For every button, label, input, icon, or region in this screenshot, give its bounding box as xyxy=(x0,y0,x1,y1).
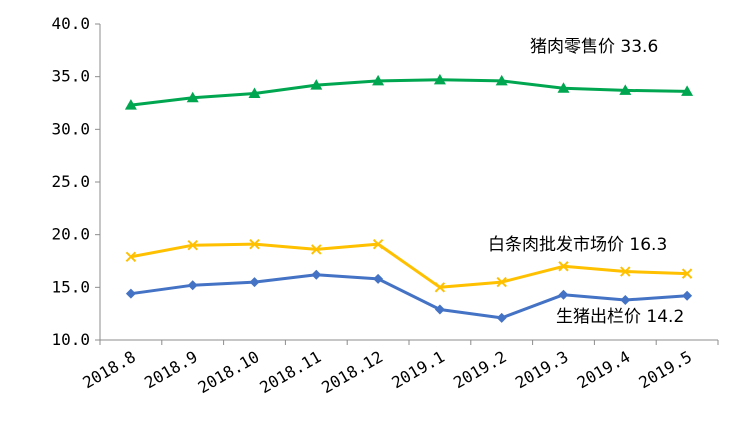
series-label-live-hog: 生猪出栏价 14.2 xyxy=(556,307,684,327)
series-labels: 猪肉零售价 33.6 白条肉批发市场价 16.3 生猪出栏价 14.2 xyxy=(488,37,684,327)
data-point xyxy=(310,79,323,90)
data-point xyxy=(557,82,570,93)
data-point xyxy=(125,251,137,262)
series-layer xyxy=(124,73,694,323)
x-tick-label: 2018.12 xyxy=(318,347,386,397)
series-line xyxy=(130,273,688,320)
data-point xyxy=(433,73,446,85)
data-point-stroke xyxy=(558,261,569,272)
x-tick-label: 2019.5 xyxy=(636,347,696,392)
data-point xyxy=(434,304,445,315)
data-point-stroke xyxy=(620,266,631,277)
y-tick-label: 15.0 xyxy=(51,277,90,296)
x-tick-label: 2019.1 xyxy=(388,347,448,392)
data-point xyxy=(311,244,322,255)
series-line xyxy=(130,78,688,107)
data-point xyxy=(125,288,136,299)
series-line xyxy=(130,242,688,289)
y-tick-label: 30.0 xyxy=(51,119,90,138)
data-point xyxy=(311,269,322,280)
x-tick-label: 2018.10 xyxy=(195,347,263,397)
data-point-stroke xyxy=(311,244,322,255)
data-point-stroke xyxy=(434,282,446,293)
data-point xyxy=(495,74,508,86)
data-point xyxy=(124,99,137,110)
data-point xyxy=(681,85,694,96)
series-label-pork-retail: 猪肉零售价 33.6 xyxy=(530,37,658,57)
x-tick-label: 2018.8 xyxy=(79,347,139,392)
y-tick-label: 10.0 xyxy=(51,330,90,349)
data-point xyxy=(248,87,261,99)
series-label-carcass-wholesale: 白条肉批发市场价 16.3 xyxy=(488,235,667,255)
x-tick-label: 2019.3 xyxy=(512,347,572,392)
data-point-stroke xyxy=(681,268,693,279)
data-point xyxy=(249,277,260,288)
data-point xyxy=(620,266,631,277)
y-tick-label: 35.0 xyxy=(51,67,90,86)
y-tick-label: 40.0 xyxy=(51,14,90,33)
data-point-stroke xyxy=(187,239,198,251)
data-point xyxy=(372,238,384,250)
y-tick-label: 25.0 xyxy=(51,172,90,191)
data-point xyxy=(558,261,569,272)
x-tick-label: 2019.2 xyxy=(450,347,510,392)
data-point xyxy=(434,282,446,293)
data-point xyxy=(558,289,569,300)
data-point xyxy=(187,239,198,251)
data-point xyxy=(681,268,693,279)
data-point xyxy=(619,84,632,95)
y-tick-label: 20.0 xyxy=(51,225,90,244)
data-point xyxy=(496,276,507,288)
data-point xyxy=(186,91,199,103)
data-point-stroke xyxy=(496,276,507,288)
data-point xyxy=(620,294,631,305)
data-point xyxy=(496,312,507,323)
x-tick-label: 2019.4 xyxy=(574,347,634,392)
x-tick-label: 2018.9 xyxy=(141,347,201,392)
data-point xyxy=(187,280,198,291)
data-point-stroke xyxy=(249,238,260,250)
data-point xyxy=(373,273,384,284)
series-0 xyxy=(124,73,694,110)
data-point xyxy=(372,74,385,86)
data-point-stroke xyxy=(125,251,137,262)
series-2 xyxy=(125,269,693,323)
data-point-stroke xyxy=(372,238,384,250)
data-point xyxy=(682,290,693,301)
series-1 xyxy=(125,238,693,293)
y-axis-ticks: 10.0 15.0 20.0 25.0 30.0 35.0 40.0 xyxy=(51,14,100,349)
data-point xyxy=(249,238,260,250)
x-tick-label: 2018.11 xyxy=(256,347,324,397)
